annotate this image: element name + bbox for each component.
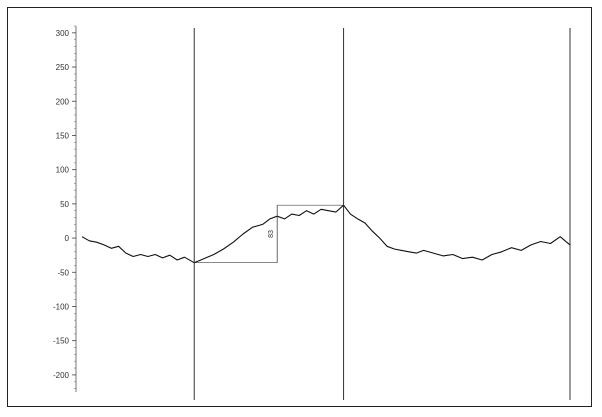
y-tick-label: 100 bbox=[56, 166, 70, 175]
y-tick-label: 50 bbox=[60, 200, 69, 209]
y-tick-label: 250 bbox=[56, 63, 70, 72]
y-tick-label: -100 bbox=[53, 302, 70, 311]
y-tick-label: 200 bbox=[56, 97, 70, 106]
y-tick-label: 150 bbox=[56, 131, 70, 140]
y-tick-label: -200 bbox=[53, 371, 70, 380]
line-chart: 300 250 200 150 100 50 0 -50 -100 -150 -200 83 bbox=[53, 25, 571, 400]
y-tick-label: 300 bbox=[56, 29, 70, 38]
series-line bbox=[81, 204, 571, 264]
y-tick-label: -50 bbox=[57, 268, 69, 277]
y-tick-label: -150 bbox=[53, 337, 70, 346]
y-tick-label: 0 bbox=[65, 234, 70, 243]
annotation-label: 83 bbox=[268, 230, 275, 238]
chart-frame: 300 250 200 150 100 50 0 -50 -100 -150 -200 83 bbox=[7, 7, 592, 407]
